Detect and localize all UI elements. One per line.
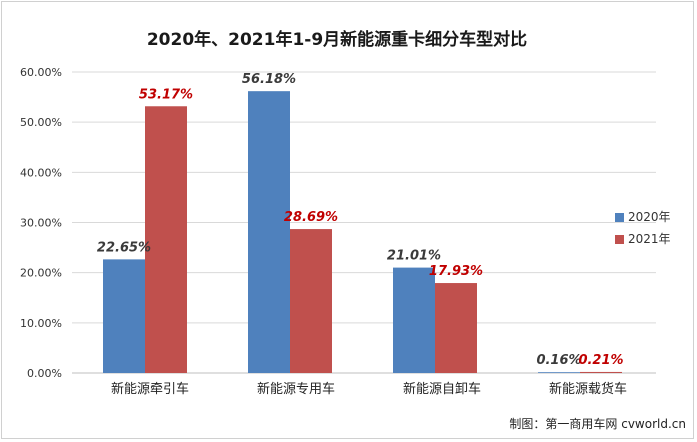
legend-swatch	[615, 213, 624, 222]
data-label: 22.65%	[97, 240, 151, 255]
x-tick-label: 新能源载货车	[549, 381, 627, 397]
bar	[145, 106, 187, 374]
legend: 2020年 2021年	[615, 210, 671, 246]
legend-label: 2020年	[628, 210, 671, 224]
y-tick-label: 30.00%	[20, 217, 62, 230]
bar	[290, 229, 332, 373]
y-tick-label: 20.00%	[20, 267, 62, 280]
y-tick-label: 60.00%	[20, 66, 62, 79]
y-axis: 0.00% 10.00% 20.00% 30.00% 40.00% 50.00% 60.00…	[20, 66, 62, 380]
chart-title: 2020年、2021年1-9月新能源重卡细分车型对比	[147, 29, 527, 50]
bars	[103, 91, 622, 374]
y-tick-label: 50.00%	[20, 116, 62, 129]
legend-swatch	[615, 235, 624, 244]
data-label: 0.21%	[578, 353, 623, 368]
data-label: 28.69%	[284, 210, 338, 225]
y-tick-label: 10.00%	[20, 317, 62, 330]
bar	[435, 283, 477, 373]
bar	[103, 259, 145, 373]
data-label: 0.16%	[536, 353, 581, 368]
data-label: 17.93%	[429, 264, 483, 279]
credit-text: 制图：第一商用车网 cvworld.cn	[509, 416, 686, 431]
data-labels: 22.65% 53.17% 56.18% 28.69% 21.01%17.93% 0.16…	[97, 72, 624, 368]
y-tick-label: 0.00%	[27, 367, 62, 380]
data-label: 56.18%	[242, 72, 296, 87]
bar	[248, 91, 290, 373]
x-tick-label: 新能源牵引车	[111, 381, 189, 397]
bar	[580, 371, 622, 373]
data-label: 53.17%	[139, 87, 193, 102]
data-label: 21.01%	[387, 249, 441, 264]
y-tick-label: 40.00%	[20, 166, 62, 179]
x-tick-label: 新能源专用车	[257, 381, 335, 397]
x-tick-label: 新能源自卸车	[403, 381, 481, 397]
legend-label: 2021年	[628, 232, 671, 246]
x-axis: 新能源牵引车 新能源专用车 新能源自卸车 新能源载货车	[111, 381, 627, 397]
bar	[538, 372, 580, 373]
bar	[393, 267, 435, 373]
